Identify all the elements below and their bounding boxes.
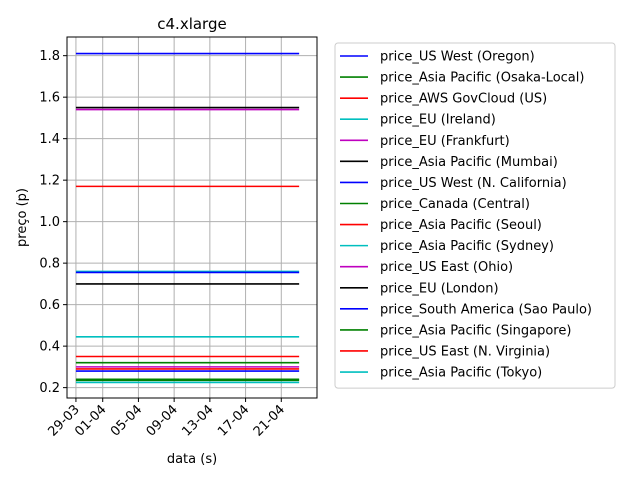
x-tick-label: 05-04 xyxy=(108,402,145,439)
y-tick-label: 0.2 xyxy=(39,381,60,396)
legend-entry: price_Asia Pacific (Singapore) xyxy=(380,323,571,338)
legend-entry: price_EU (Frankfurt) xyxy=(380,134,510,149)
legend-entry: price_Asia Pacific (Mumbai) xyxy=(380,155,558,170)
legend-frame xyxy=(334,42,616,389)
legend-entry: price_AWS GovCloud (US) xyxy=(380,92,547,107)
plot-frame xyxy=(66,36,318,399)
legend-entry: price_EU (Ireland) xyxy=(380,113,496,128)
legend-entry: price_US East (Ohio) xyxy=(380,260,513,275)
chart-title: c4.xlarge xyxy=(157,15,226,33)
x-tick-label: 13-04 xyxy=(179,402,216,439)
y-tick-label: 1.2 xyxy=(39,174,60,189)
y-tick-label: 0.6 xyxy=(39,298,60,313)
x-tick-label: 21-04 xyxy=(251,402,288,439)
legend-entry: price_Asia Pacific (Tokyo) xyxy=(380,366,542,381)
series-layer xyxy=(75,52,300,384)
y-axis: 0.2 0.4 0.6 0.8 1.0 1.2 1.4 1.6 1.8 xyxy=(39,49,67,396)
legend-entry: price_EU (London) xyxy=(380,281,499,296)
grid-layer xyxy=(67,37,317,398)
x-tick-label: 09-04 xyxy=(144,402,181,439)
y-tick-label: 1.8 xyxy=(39,49,60,64)
x-tick-label: 17-04 xyxy=(215,402,252,439)
legend-entry: price_South America (Sao Paulo) xyxy=(380,302,592,317)
x-axis-label: data (s) xyxy=(167,452,217,467)
y-tick-label: 1.6 xyxy=(39,91,60,106)
y-tick-label: 0.4 xyxy=(39,340,60,355)
y-tick-label: 1.0 xyxy=(39,215,60,230)
legend-entry: price_Asia Pacific (Sydney) xyxy=(380,239,554,254)
y-tick-label: 1.4 xyxy=(39,132,60,147)
legend-entry: price_Canada (Central) xyxy=(380,197,530,212)
legend-entry: price_US West (Oregon) xyxy=(380,50,535,65)
x-tick-label: 01-04 xyxy=(72,402,109,439)
legend-entry: price_US East (N. Virginia) xyxy=(380,344,550,359)
y-tick-label: 0.8 xyxy=(39,257,60,272)
legend-entry: price_Asia Pacific (Osaka-Local) xyxy=(380,71,584,86)
legend-entry: price_Asia Pacific (Seoul) xyxy=(380,218,542,233)
legend-entry: price_US West (N. California) xyxy=(380,176,567,191)
y-axis-label: preço (p) xyxy=(15,188,30,247)
legend: price_US West (Oregon) price_Asia Pacific… xyxy=(334,42,616,389)
